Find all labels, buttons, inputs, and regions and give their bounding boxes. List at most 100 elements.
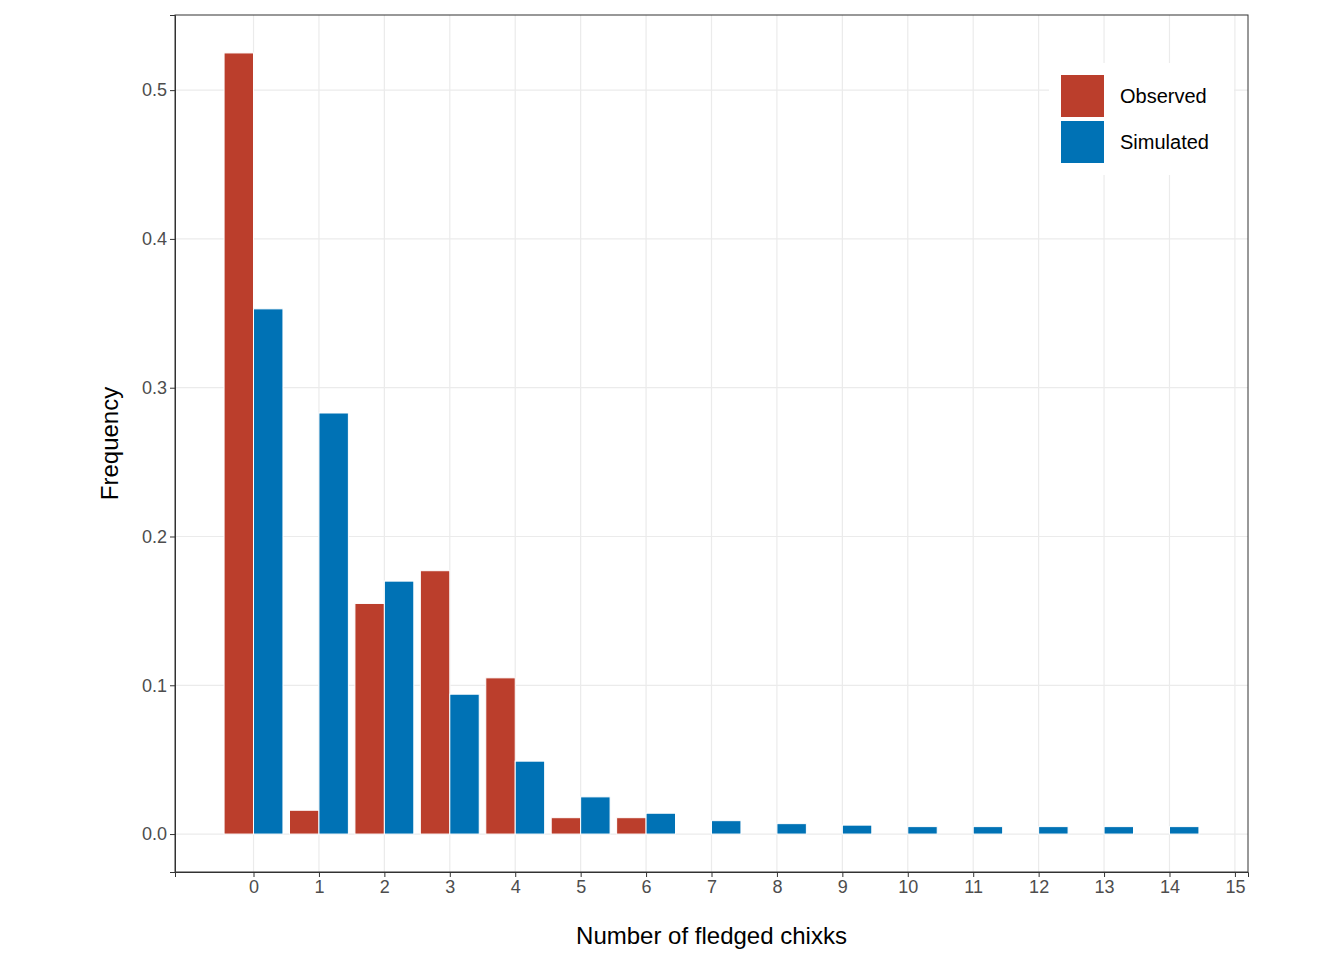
- bar: [1169, 827, 1198, 834]
- tick-mark: [170, 239, 175, 240]
- tick: 2: [380, 872, 390, 897]
- tick-label: 15: [1225, 877, 1245, 897]
- tick: 15: [1225, 872, 1245, 897]
- legend-key: [1061, 121, 1104, 163]
- bar: [973, 827, 1002, 834]
- tick-label: 11: [964, 877, 983, 897]
- tick-label: 0.2: [142, 527, 167, 547]
- tick-mark: [170, 536, 175, 537]
- tick-label: 2: [380, 877, 390, 897]
- bar: [1039, 827, 1068, 834]
- bar: [1009, 834, 1038, 835]
- x-axis: 0123456789101112131415: [176, 872, 1249, 897]
- tick: 0: [249, 872, 259, 897]
- tick: 1: [314, 872, 324, 897]
- tick-label: 5: [576, 877, 586, 897]
- tick: 10: [898, 872, 918, 897]
- bar: [551, 818, 580, 834]
- tick: 4: [511, 872, 521, 897]
- tick: 7: [707, 872, 717, 897]
- series-bars: [254, 309, 1199, 834]
- bar: [319, 413, 348, 834]
- grid-line: [580, 15, 581, 872]
- tick: 0.2: [142, 527, 175, 547]
- bar: [777, 824, 806, 834]
- tick-label: 0.0: [142, 824, 167, 844]
- tick: 5: [576, 872, 586, 897]
- grid-line: [973, 15, 974, 872]
- legend-key: [1061, 75, 1104, 117]
- tick-label: 0: [249, 877, 259, 897]
- tick-mark: [170, 685, 175, 686]
- plot-background: [175, 15, 1248, 872]
- bar: [224, 53, 253, 834]
- tick: 0.3: [142, 378, 175, 398]
- tick-label: 14: [1160, 877, 1180, 897]
- legend: Observed Simulated: [1049, 63, 1234, 175]
- tick-label: 7: [707, 877, 717, 897]
- legend-label: Observed: [1120, 85, 1207, 107]
- tick: 9: [838, 872, 848, 897]
- bar: [384, 581, 413, 834]
- plot-border: [175, 15, 1248, 872]
- tick-label: 8: [772, 877, 782, 897]
- grid-line: [776, 15, 777, 872]
- tick-label: 12: [1029, 877, 1049, 897]
- bar: [813, 834, 842, 835]
- tick-label: 10: [898, 877, 918, 897]
- x-axis-title: Number of fledged chixks: [576, 922, 847, 949]
- tick-label: 4: [511, 877, 521, 897]
- chart: 01234567891011121314150.00.10.20.30.40.5…: [0, 0, 1344, 960]
- bar: [1104, 827, 1133, 834]
- tick-label: 0.3: [142, 378, 167, 398]
- tick: 11: [964, 872, 983, 897]
- bar: [254, 309, 283, 834]
- tick: 0.4: [142, 229, 175, 249]
- tick: 12: [1029, 872, 1049, 897]
- bar: [682, 834, 711, 835]
- tick: 13: [1095, 872, 1115, 897]
- tick-label: 13: [1095, 877, 1115, 897]
- tick: 8: [772, 872, 782, 897]
- tick: 0.1: [142, 676, 175, 696]
- tick: 14: [1160, 872, 1180, 897]
- bar: [646, 813, 675, 834]
- bar: [1075, 834, 1104, 835]
- grid-line: [842, 15, 843, 872]
- bar: [617, 818, 646, 834]
- bar: [450, 694, 479, 834]
- grid-line: [907, 15, 908, 872]
- bar: [420, 571, 449, 834]
- grid-line: [645, 15, 646, 872]
- tick-label: 3: [445, 877, 455, 897]
- bar: [355, 603, 384, 834]
- tick-mark: [170, 834, 175, 835]
- grid: [175, 15, 1248, 872]
- tick-label: 0.1: [142, 676, 167, 696]
- bar: [842, 825, 871, 834]
- tick-label: 9: [838, 877, 848, 897]
- bar: [944, 834, 973, 835]
- tick-mark: [170, 388, 175, 389]
- grid-line: [711, 15, 712, 872]
- tick: 0.0: [142, 824, 175, 844]
- bar: [908, 827, 937, 834]
- bar: [581, 797, 610, 834]
- bar: [878, 834, 907, 835]
- legend-label: Simulated: [1120, 131, 1209, 153]
- bar: [486, 678, 515, 834]
- tick: 3: [445, 872, 455, 897]
- tick-mark: [170, 90, 175, 91]
- tick-label: 1: [314, 877, 324, 897]
- bar: [747, 834, 776, 835]
- bar: [1140, 834, 1169, 835]
- tick-label: 0.4: [142, 229, 167, 249]
- tick-label: 0.5: [142, 80, 167, 100]
- y-axis: 0.0 0.1 0.2 0.3 0.4 0.5: [142, 16, 176, 873]
- bar: [712, 821, 741, 834]
- grid-line: [1038, 15, 1039, 872]
- legend-background: [1049, 63, 1234, 175]
- y-axis-title: Frequency: [96, 387, 123, 500]
- tick: 6: [642, 872, 652, 897]
- bar: [515, 761, 544, 834]
